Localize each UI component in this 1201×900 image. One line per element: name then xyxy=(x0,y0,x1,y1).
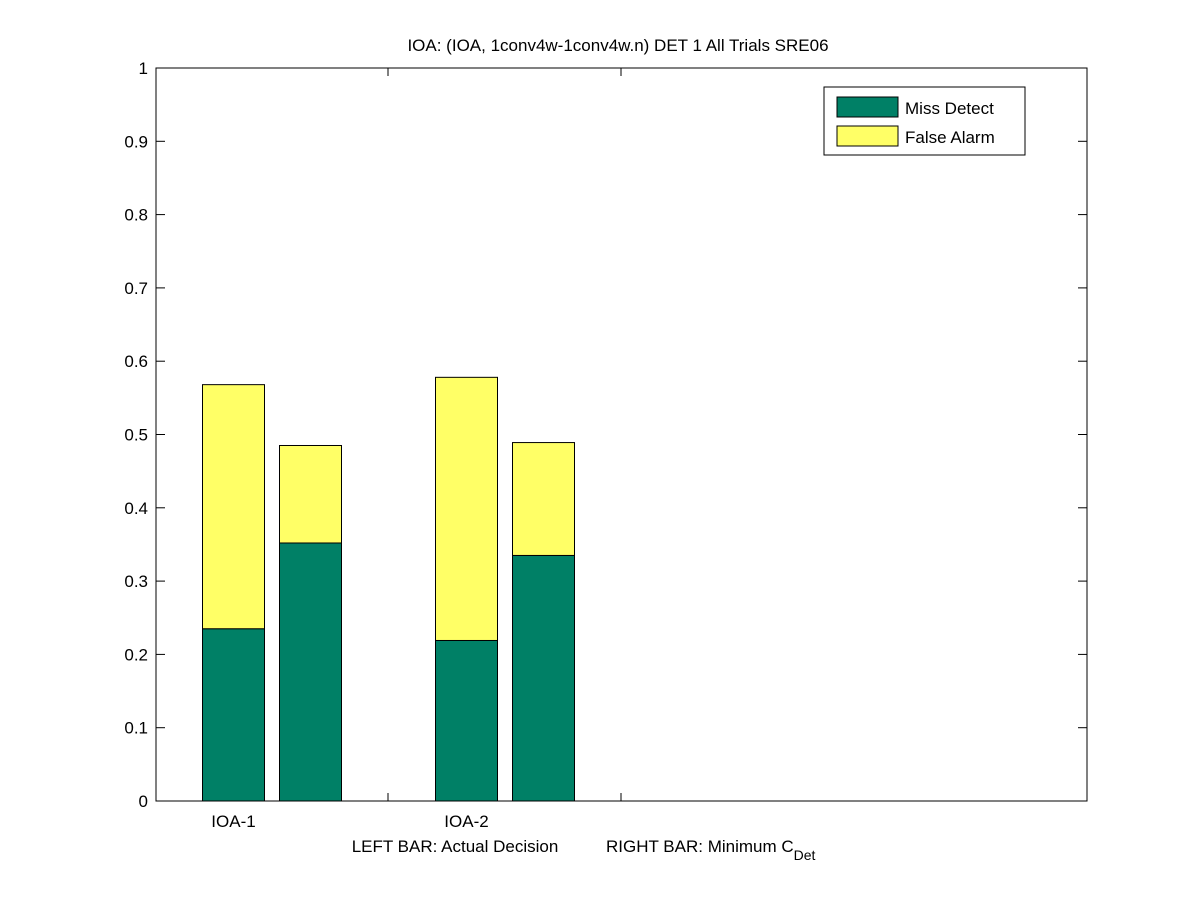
x-tick-label: IOA-1 xyxy=(211,812,255,831)
bar-segment-false-alarm xyxy=(202,384,265,630)
bar-segment-false-alarm xyxy=(279,444,342,544)
x-axis-ticks: IOA-1 IOA-2 xyxy=(211,68,622,831)
y-tick-label: 0.6 xyxy=(124,352,148,371)
bar-segment-false-alarm xyxy=(512,442,575,556)
y-tick-label: 0.3 xyxy=(124,572,148,591)
legend-label-miss-detect: Miss Detect xyxy=(905,99,994,118)
chart-title: IOA: (IOA, 1conv4w-1conv4w.n) DET 1 All … xyxy=(407,36,828,55)
y-tick-label: 1 xyxy=(139,59,148,78)
y-tick-label: 0.1 xyxy=(124,719,148,738)
legend-swatch-false-alarm xyxy=(836,125,899,147)
y-axis-ticks: 0 0.1 0.2 0.3 0.4 0.5 0.6 0.7 0.8 0.9 1 xyxy=(124,59,1087,811)
x-axis-label-right-subscript: Det xyxy=(794,847,816,863)
y-tick-label: 0.9 xyxy=(124,132,148,151)
y-tick-label: 0.7 xyxy=(124,279,148,298)
y-tick-label: 0.2 xyxy=(124,645,148,664)
x-axis-label-right-main: RIGHT BAR: Minimum C xyxy=(606,837,794,856)
bar-segment-miss-detect xyxy=(202,628,265,802)
plot-area: 0 0.1 0.2 0.3 0.4 0.5 0.6 0.7 0.8 0.9 1 IOA-1 IOA-2 xyxy=(124,59,1088,831)
legend-swatch-miss-detect xyxy=(836,96,899,118)
y-tick-label: 0.5 xyxy=(124,426,148,445)
bar-segment-miss-detect xyxy=(279,542,342,802)
y-tick-label: 0.8 xyxy=(124,206,148,225)
bar-segment-false-alarm xyxy=(435,376,498,641)
legend-label-false-alarm: False Alarm xyxy=(905,128,995,147)
x-tick-label: IOA-2 xyxy=(444,812,488,831)
x-axis-label-left: LEFT BAR: Actual Decision xyxy=(352,837,559,856)
legend: Miss Detect False Alarm xyxy=(823,86,1026,156)
y-tick-label: 0 xyxy=(139,792,148,811)
x-axis-label: LEFT BAR: Actual Decision RIGHT BAR: Min… xyxy=(352,837,816,863)
x-axis-label-right: RIGHT BAR: Minimum CDet xyxy=(606,837,816,863)
bars-group xyxy=(202,376,575,802)
bar-segment-miss-detect xyxy=(435,639,498,802)
y-tick-label: 0.4 xyxy=(124,499,148,518)
bar-segment-miss-detect xyxy=(512,554,575,802)
